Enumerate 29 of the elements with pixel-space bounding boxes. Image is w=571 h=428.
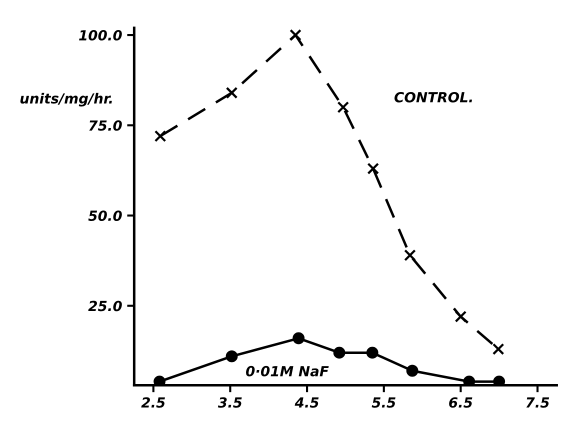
point bbox=[154, 130, 166, 142]
point bbox=[337, 101, 350, 114]
y-axis-title: units/mg/hr. bbox=[20, 92, 112, 106]
point bbox=[404, 249, 416, 262]
y-tick-label: 50.0 bbox=[88, 210, 122, 222]
y-tick-label: 75.0 bbox=[89, 120, 122, 131]
x-tick-label: 4.5 bbox=[294, 397, 319, 408]
x-tick-label: 5.5 bbox=[372, 397, 396, 408]
point bbox=[292, 332, 305, 344]
annotation: 0·01M NaF bbox=[246, 366, 329, 376]
point bbox=[226, 350, 238, 362]
x-tick-label: 2.5 bbox=[141, 397, 165, 408]
x-tick-label: 7.5 bbox=[526, 397, 550, 408]
point bbox=[463, 376, 476, 386]
point bbox=[367, 162, 380, 175]
point bbox=[492, 343, 504, 356]
point bbox=[406, 364, 418, 377]
point bbox=[290, 29, 302, 42]
x-tick-label: 6.5 bbox=[449, 397, 472, 408]
point bbox=[493, 376, 506, 386]
annotation: CONTROL. bbox=[394, 92, 472, 102]
point bbox=[333, 346, 346, 359]
y-tick-label: 25.0 bbox=[88, 300, 122, 312]
point bbox=[154, 376, 166, 386]
point bbox=[454, 310, 467, 323]
point bbox=[226, 86, 238, 99]
point bbox=[366, 346, 378, 359]
x-tick-label: 3.5 bbox=[218, 397, 242, 408]
y-tick-label: 100.0 bbox=[79, 30, 122, 41]
